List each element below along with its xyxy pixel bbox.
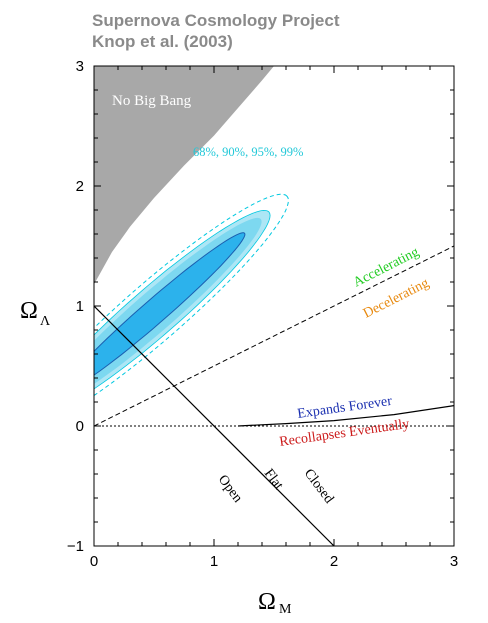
flat-universe-line: [94, 305, 335, 546]
y-axis-label-symbol: Ω: [20, 298, 38, 324]
x-tick-label: 2: [330, 553, 338, 570]
flat-label: Flat: [261, 466, 286, 493]
x-tick-label: 1: [210, 553, 218, 570]
y-tick-label: 3: [76, 58, 84, 75]
contour-99: [94, 193, 290, 397]
axis-ticks: [93, 65, 455, 547]
x-tick-label: 0: [90, 553, 98, 570]
x-axis-label-symbol: Ω: [258, 589, 276, 615]
y-tick-label: 2: [76, 178, 84, 195]
y-axis-label-subscript: Λ: [40, 314, 51, 329]
y-tick-label: 1: [76, 298, 84, 315]
confidence-levels-label: 68%, 90%, 95%, 99%: [193, 145, 303, 159]
plot-area: [94, 66, 454, 546]
y-tick-label: −1: [67, 538, 84, 555]
no-big-bang-label: No Big Bang: [112, 93, 192, 109]
no-big-bang-region: [94, 66, 274, 285]
header: Supernova Cosmology Project Knop et al. …: [92, 10, 340, 52]
expansion-boundary-line: [237, 405, 454, 427]
confidence-contours: [94, 193, 290, 397]
x-axis-label: Ω M: [258, 589, 292, 617]
x-tick-label: 3: [450, 553, 458, 570]
acceleration-line: [94, 245, 454, 427]
open-label: Open: [215, 472, 245, 505]
y-tick-label: 0: [76, 418, 84, 435]
header-reference: Knop et al. (2003): [92, 32, 233, 51]
x-axis-label-subscript: M: [279, 602, 292, 617]
axis-tick-labels: 0 1 2 3 −1 0 1 2 3: [67, 58, 458, 570]
y-axis-label: Ω Λ: [20, 298, 51, 329]
header-title: Supernova Cosmology Project: [92, 11, 340, 30]
expands-forever-label: Expands Forever: [296, 394, 393, 422]
contour-68: [94, 232, 246, 376]
closed-label: Closed: [301, 466, 336, 506]
